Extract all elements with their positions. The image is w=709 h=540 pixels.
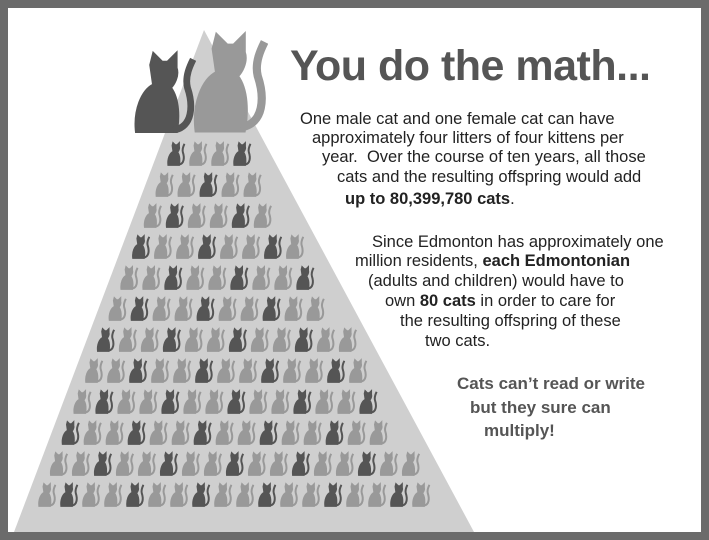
text: in order to care for [476,292,615,310]
text: Since Edmonton has approximately one [372,233,664,251]
text: own [385,292,420,310]
text: up to 80,399,780 cats [345,190,510,208]
text-line: One male cat and one female cat can have [300,111,615,128]
text-line: cats and the resulting offspring would a… [337,169,641,186]
text-line: (adults and children) would have to [368,273,624,290]
text-line: million residents, each Edmontonian [355,253,630,270]
text: two cats. [425,332,490,350]
poster: You do the math... One male cat and one … [0,0,709,540]
text: each Edmontonian [482,252,630,270]
text-line: the resulting offspring of these [400,313,621,330]
text: the resulting offspring of these [400,312,621,330]
closing-line: but they sure can [470,399,611,416]
text: approximately four litters of four kitte… [312,129,624,147]
text: 80 cats [420,292,476,310]
closing-line: Cats can’t read or write [457,375,645,392]
title: You do the math... [290,42,650,91]
text-line: own 80 cats in order to care for [385,293,615,310]
text: million residents, [355,252,482,270]
text: . [510,190,515,208]
text-line: approximately four litters of four kitte… [312,130,624,147]
text-line: year. Over the course of ten years, all … [322,149,646,166]
text-line: two cats. [425,333,490,350]
text: One male cat and one female cat can have [300,110,615,128]
text-line: up to 80,399,780 cats. [345,191,515,208]
closing-line: multiply! [484,422,555,439]
text-line: Since Edmonton has approximately one [372,234,664,251]
text: year. Over the course of ten years, all … [322,148,646,166]
text: (adults and children) would have to [368,272,624,290]
text: cats and the resulting offspring would a… [337,168,641,186]
